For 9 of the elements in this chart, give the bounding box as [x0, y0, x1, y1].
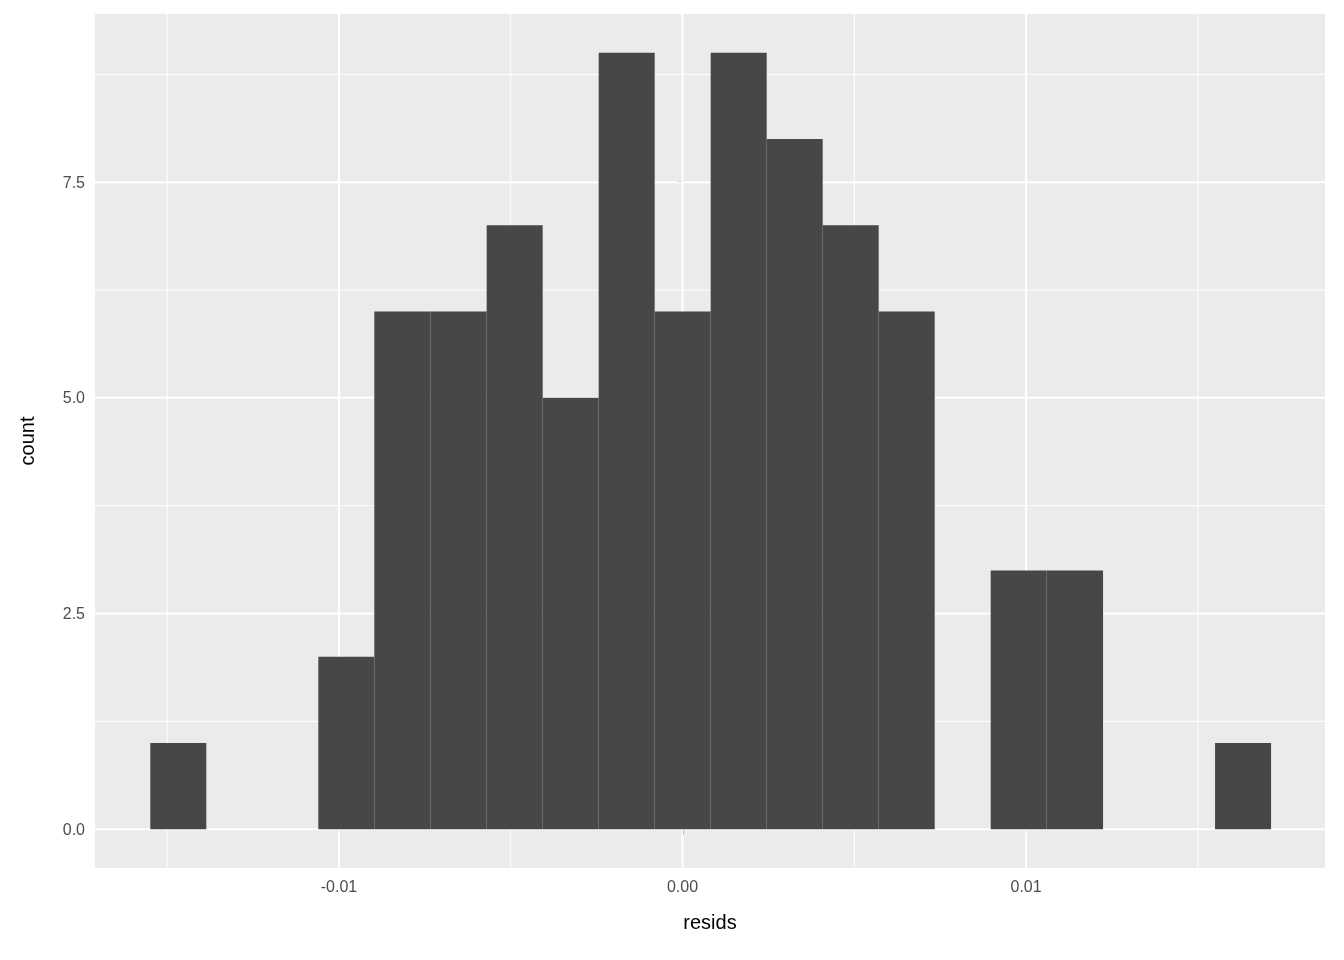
y-tick-label: 0.0: [62, 820, 86, 838]
x-tick-label: 0.00: [666, 877, 699, 895]
y-tick-label: 2.5: [62, 605, 86, 623]
y-tick-label: 5.0: [62, 389, 86, 407]
y-axis-title: count: [16, 416, 38, 466]
x-tick-label: -0.01: [320, 877, 358, 895]
x-tick-label: 0.01: [1010, 877, 1042, 895]
y-tick-label: 7.5: [62, 173, 86, 191]
x-axis-title: resids: [683, 911, 737, 933]
